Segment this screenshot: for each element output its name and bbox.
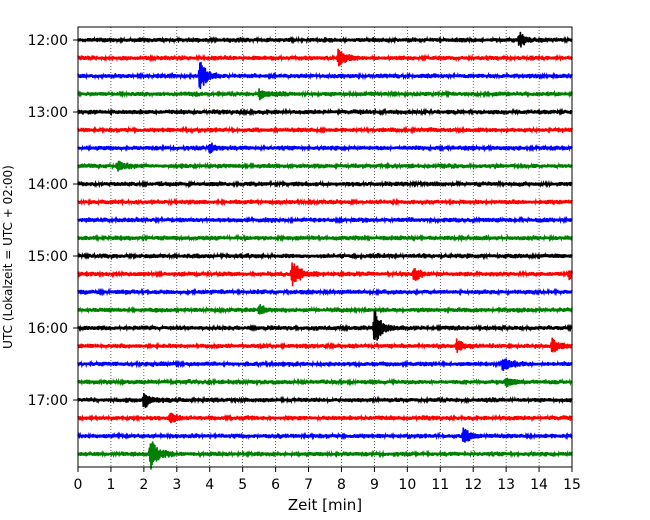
y-tick-label: 13:00 bbox=[28, 105, 68, 121]
trace-line bbox=[77, 377, 573, 388]
trace-line bbox=[77, 233, 573, 243]
trace-line bbox=[77, 125, 573, 135]
trace-line bbox=[77, 358, 573, 371]
x-tick-label: 12 bbox=[464, 477, 482, 493]
x-tick-label: 11 bbox=[431, 477, 449, 493]
vertical-grid bbox=[110, 27, 540, 467]
x-tick-label: 1 bbox=[106, 477, 115, 493]
x-tick-label: 9 bbox=[370, 477, 379, 493]
x-axis-ticks: 0 1 2 3 4 5 6 7 8 9 10 11 12 13 14 15 bbox=[74, 467, 581, 493]
x-tick-label: 5 bbox=[238, 477, 247, 493]
trace-line bbox=[77, 197, 573, 207]
x-tick-label: 6 bbox=[271, 477, 280, 493]
trace-line bbox=[77, 412, 573, 424]
x-tick-label: 15 bbox=[563, 477, 581, 493]
trace-line bbox=[77, 142, 573, 154]
trace-line bbox=[77, 215, 573, 225]
x-tick-label: 10 bbox=[398, 477, 416, 493]
x-tick-label: 8 bbox=[337, 477, 346, 493]
y-tick-label: 17:00 bbox=[28, 393, 68, 409]
y-axis-ticks: 12:00 13:00 14:00 15:00 16:00 17:00 bbox=[28, 33, 78, 409]
y-tick-label: 12:00 bbox=[28, 33, 68, 49]
trace-line bbox=[77, 287, 573, 297]
trace-line bbox=[77, 441, 573, 470]
x-axis-label: Zeit [min] bbox=[288, 496, 362, 514]
trace-line bbox=[77, 88, 573, 101]
trace-line bbox=[77, 251, 573, 261]
trace-lines bbox=[77, 31, 573, 470]
plot-frame bbox=[77, 26, 573, 468]
trace-line bbox=[77, 107, 573, 117]
x-tick-label: 7 bbox=[304, 477, 313, 493]
y-tick-label: 15:00 bbox=[28, 249, 68, 265]
trace-line bbox=[77, 31, 573, 48]
y-tick-label: 16:00 bbox=[28, 321, 68, 337]
trace-line bbox=[77, 48, 573, 67]
x-tick-label: 0 bbox=[74, 477, 83, 493]
trace-line bbox=[77, 427, 573, 443]
y-axis-label: UTC (Lokalzeit = UTC + 02:00) bbox=[1, 165, 15, 349]
trace-line bbox=[77, 337, 573, 353]
trace-line bbox=[77, 262, 573, 287]
x-tick-label: 14 bbox=[530, 477, 548, 493]
x-tick-label: 13 bbox=[497, 477, 515, 493]
x-tick-label: 2 bbox=[139, 477, 148, 493]
trace-line bbox=[77, 179, 573, 189]
trace-line bbox=[77, 160, 573, 172]
y-tick-label: 14:00 bbox=[28, 177, 68, 193]
trace-line bbox=[77, 393, 573, 408]
x-tick-label: 4 bbox=[205, 477, 214, 493]
trace-line bbox=[77, 310, 573, 341]
trace-line bbox=[77, 61, 573, 89]
trace-line bbox=[77, 304, 573, 315]
x-tick-label: 3 bbox=[172, 477, 181, 493]
